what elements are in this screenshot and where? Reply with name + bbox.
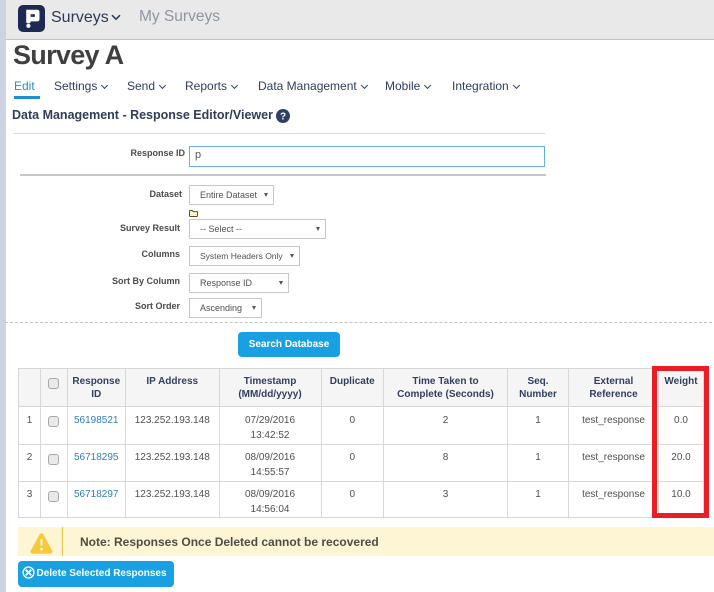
svg-text:?: ? [280, 112, 286, 123]
